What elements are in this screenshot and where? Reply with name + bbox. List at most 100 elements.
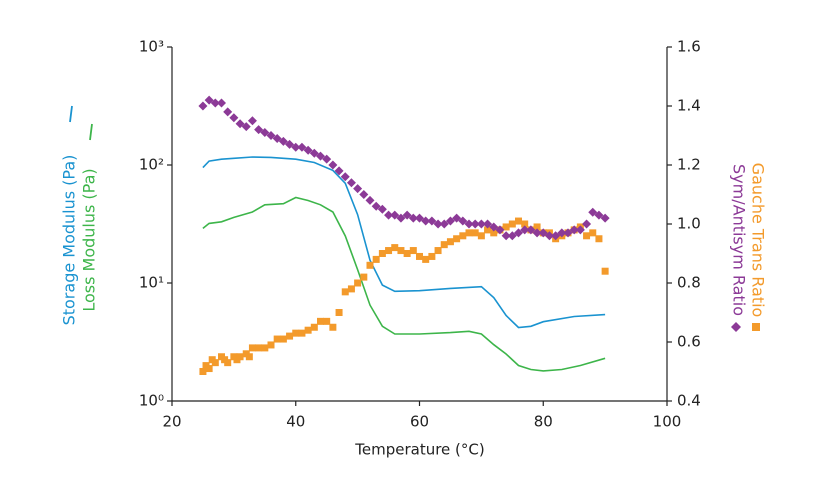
- square-point: [255, 344, 263, 352]
- diamond-point: [588, 207, 598, 217]
- legend-label: Storage Modulus (Pa): [60, 155, 79, 326]
- diamond-point: [235, 119, 245, 129]
- square-point: [329, 323, 337, 331]
- diamond-point: [334, 166, 344, 176]
- square-point: [416, 252, 423, 260]
- square-point: [261, 344, 269, 352]
- diamond-point: [526, 225, 536, 235]
- square-point: [248, 344, 256, 352]
- diamond-point: [408, 213, 418, 223]
- diamond-point: [520, 225, 530, 235]
- square-point: [310, 323, 318, 331]
- diamond-point: [198, 101, 208, 111]
- diamond-point: [594, 210, 604, 220]
- diamond-point: [210, 98, 220, 108]
- y2-tick-label: 1.0: [677, 215, 701, 233]
- diamond-point: [371, 201, 381, 211]
- diamond-point: [421, 216, 431, 226]
- square-point: [502, 223, 510, 231]
- y2-tick-label: 1.4: [677, 97, 701, 115]
- square-point: [434, 247, 442, 255]
- square-point: [354, 279, 362, 287]
- diamond-point: [439, 219, 449, 229]
- diamond-point: [402, 210, 412, 220]
- line: [202, 156, 606, 329]
- square-point: [366, 261, 374, 269]
- diamond-point: [241, 122, 251, 132]
- diamond-point: [538, 228, 548, 238]
- x-tick-label: 60: [410, 413, 429, 431]
- square-point: [484, 226, 492, 234]
- diamond-point: [278, 136, 288, 146]
- legend-marker: [731, 322, 741, 332]
- square-point: [440, 241, 448, 249]
- square-point: [453, 235, 461, 243]
- diamond-point: [495, 225, 505, 235]
- y-tick-label: 10²: [139, 156, 164, 174]
- y2-tick-label: 0.4: [677, 392, 701, 410]
- square-point: [245, 353, 253, 361]
- diamond-point: [247, 116, 257, 126]
- diamond-point: [217, 98, 226, 108]
- x-tick-label: 20: [162, 413, 181, 431]
- diamond-point: [328, 160, 338, 170]
- y-tick-label: 10³: [139, 38, 164, 56]
- square-point: [477, 232, 485, 240]
- square-point: [323, 317, 331, 325]
- diamond-point: [551, 231, 561, 241]
- diamond-point: [507, 231, 517, 241]
- diamond-point: [575, 225, 585, 235]
- square-point: [360, 273, 368, 281]
- diamond-point: [309, 148, 319, 158]
- diamond-point: [415, 213, 424, 223]
- square-point: [459, 232, 467, 240]
- square-point: [422, 255, 430, 263]
- diamond-point: [445, 216, 455, 226]
- diamond-point: [303, 145, 313, 155]
- square-point: [211, 359, 219, 367]
- diamond-point: [514, 228, 523, 238]
- square-point: [595, 235, 603, 243]
- square-point: [205, 365, 213, 373]
- y-tick-label: 10¹: [139, 274, 164, 292]
- diamond-point: [427, 216, 437, 226]
- diamond-point: [557, 228, 567, 238]
- diamond-point: [452, 213, 462, 223]
- square-point: [601, 267, 609, 275]
- square-point: [521, 220, 529, 228]
- diamond-point: [390, 210, 400, 220]
- diamond-point: [266, 131, 276, 140]
- square-point: [409, 247, 417, 255]
- y2-tick-label: 1.6: [677, 38, 701, 56]
- square-point: [428, 252, 436, 260]
- diamond-point: [365, 195, 375, 205]
- x-tick-label: 40: [286, 413, 305, 431]
- diamond-point: [600, 213, 610, 223]
- y-tick-label: 10⁰: [139, 392, 164, 410]
- square-point: [199, 368, 207, 375]
- diamond-point: [260, 128, 270, 138]
- diamond-point: [285, 139, 295, 149]
- diamond-point: [544, 231, 554, 241]
- diamond-point: [483, 219, 493, 229]
- x-axis-label: Temperature (°C): [354, 441, 484, 459]
- square-point: [279, 335, 287, 343]
- square-point: [533, 223, 541, 231]
- square-point: [224, 359, 232, 367]
- diamond-point: [384, 210, 394, 220]
- legend-label: Loss Modulus (Pa): [80, 168, 99, 311]
- diamond-point: [377, 204, 387, 214]
- diamond-point: [458, 216, 468, 226]
- square-point: [391, 244, 399, 252]
- square-point: [471, 229, 479, 237]
- square-point: [341, 288, 349, 296]
- y2-tick-label: 1.2: [677, 156, 701, 174]
- diamond-point: [582, 219, 592, 229]
- square-point: [267, 341, 275, 349]
- legend-line: [89, 123, 93, 141]
- diamond-point: [229, 113, 239, 123]
- legend-label: Sym/Antisym Ratio: [730, 164, 749, 316]
- square-point: [446, 238, 454, 246]
- square-point: [385, 247, 393, 255]
